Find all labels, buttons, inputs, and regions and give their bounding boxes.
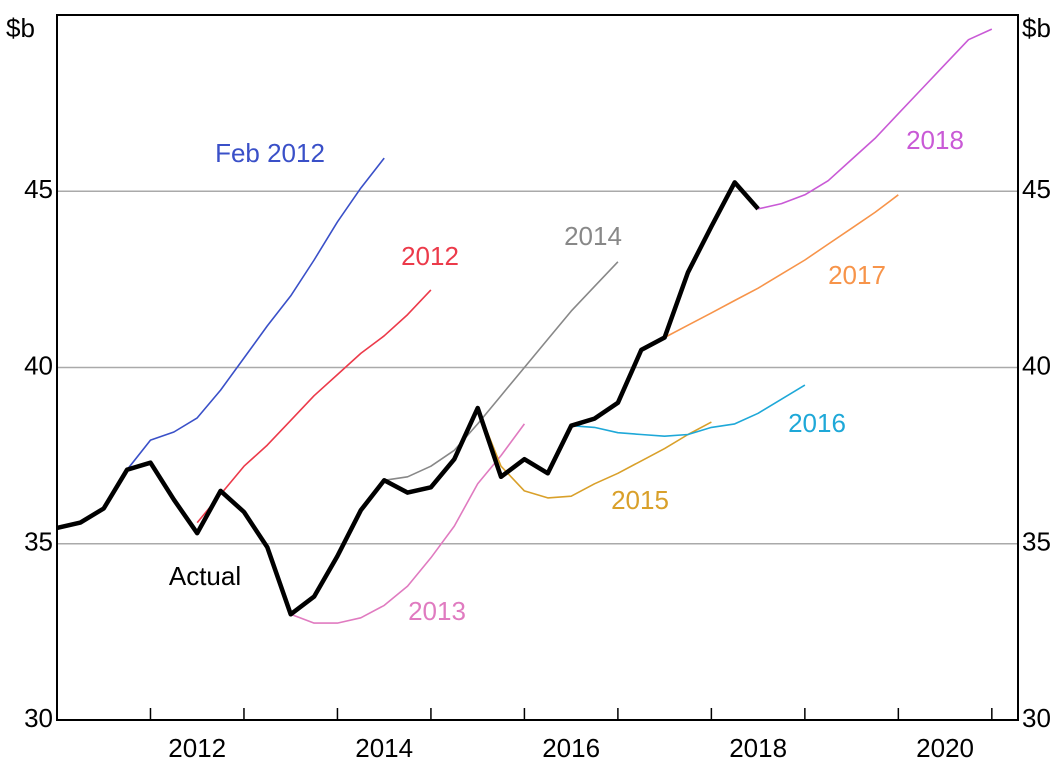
- series-label: 2014: [564, 221, 622, 251]
- series-label: Feb 2012: [215, 138, 325, 168]
- series-line: [571, 384, 806, 437]
- series-line: [290, 423, 526, 624]
- y-tick-label-right: 35: [1022, 527, 1051, 557]
- series-line: [476, 407, 712, 499]
- series-label: Actual: [169, 561, 241, 591]
- x-tick-label: 2014: [355, 733, 413, 763]
- x-tick-label: 2018: [729, 733, 787, 763]
- y-tick-label-right: 45: [1022, 174, 1051, 204]
- series-line: [384, 261, 619, 482]
- y-tick-label-right: 30: [1022, 703, 1051, 733]
- y-unit-label-right: $b: [1022, 13, 1051, 43]
- series-line: [196, 289, 432, 524]
- x-tick-label: 2012: [168, 733, 226, 763]
- plot-frame: [56, 14, 1019, 721]
- x-tick-label: 2016: [542, 733, 600, 763]
- series-label: 2016: [788, 408, 846, 438]
- series-label: 2015: [611, 485, 669, 515]
- x-tick-label: 2020: [916, 733, 974, 763]
- y-tick-label: 40: [24, 350, 53, 380]
- y-tick-label: 45: [24, 174, 53, 204]
- y-tick-label: 35: [24, 527, 53, 557]
- series-label: 2018: [906, 125, 964, 155]
- series-line: [56, 180, 760, 617]
- series-line: [126, 157, 385, 471]
- series-label: 2013: [408, 596, 466, 626]
- series-label: 2012: [401, 241, 459, 271]
- y-tick-label-right: 40: [1022, 350, 1051, 380]
- y-tick-label: 30: [24, 703, 53, 733]
- series-label: 2017: [828, 260, 886, 290]
- series-line: [664, 194, 899, 339]
- series-line: [757, 28, 993, 210]
- y-unit-label-left: $b: [6, 13, 35, 43]
